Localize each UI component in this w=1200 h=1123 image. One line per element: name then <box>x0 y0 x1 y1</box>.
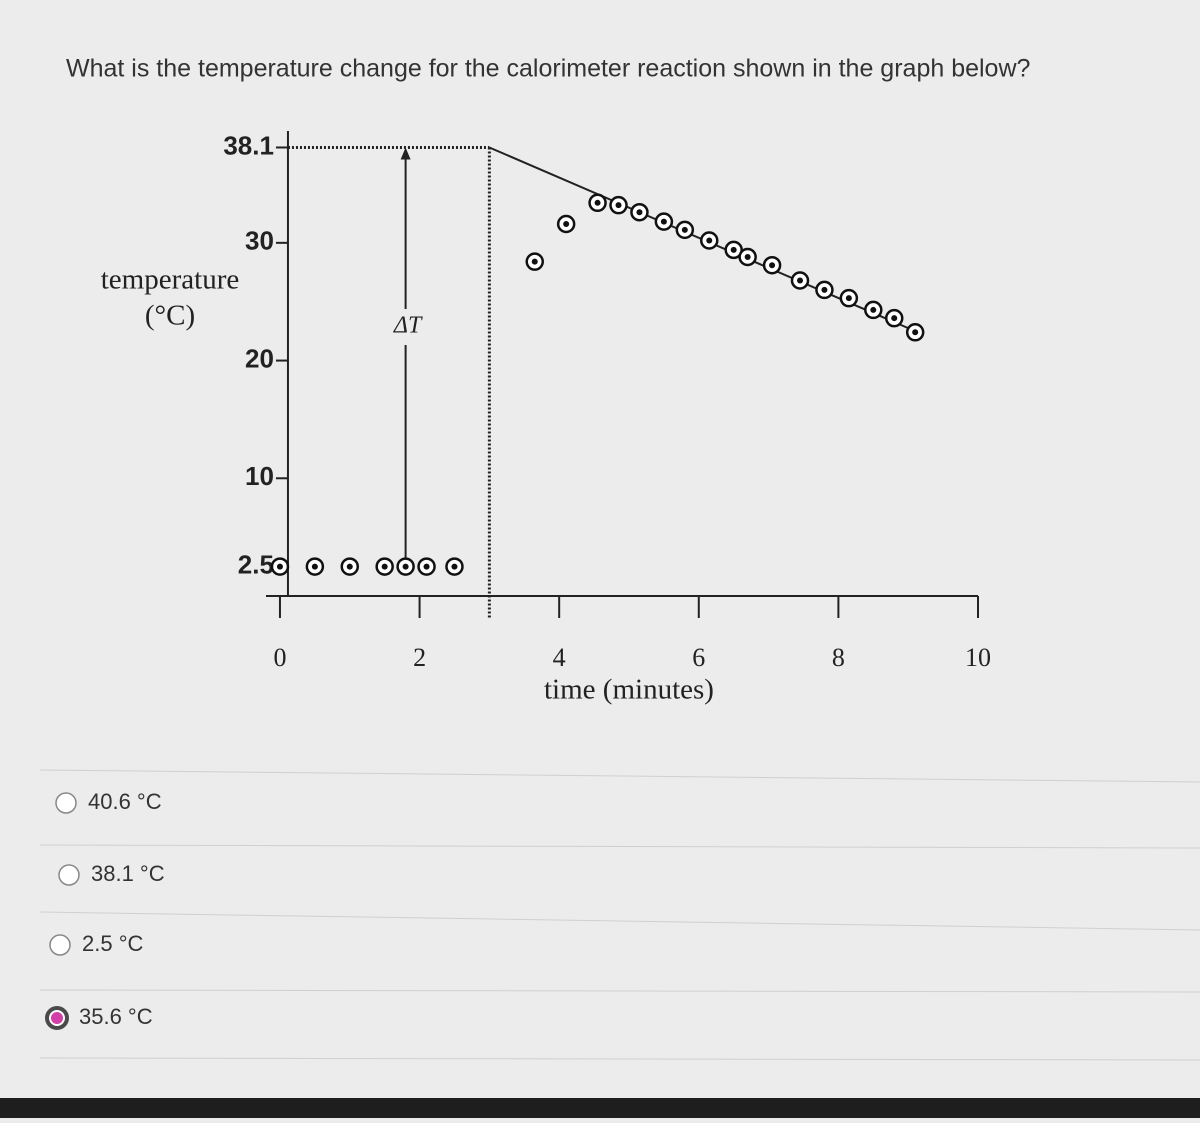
point-center <box>912 329 919 336</box>
point-center <box>563 221 570 227</box>
x-axis-label: time (minutes) <box>544 674 714 706</box>
y-tick-label: 10 <box>245 461 274 491</box>
point-center <box>423 563 430 570</box>
option-label[interactable]: 40.6 °C <box>88 789 162 814</box>
point-center <box>276 563 283 570</box>
separator <box>39 844 1200 849</box>
y-axis-label: (°C) <box>145 300 195 332</box>
x-tick-label: 0 <box>273 643 286 672</box>
separator <box>39 1057 1200 1061</box>
point-center <box>870 306 877 313</box>
point-center <box>797 277 803 284</box>
point-center <box>730 246 737 253</box>
point-center <box>706 237 713 244</box>
point-center <box>346 563 353 570</box>
option-label[interactable]: 2.5 °C <box>82 931 143 956</box>
point-center <box>594 199 601 206</box>
separator <box>39 769 1200 783</box>
radio-button[interactable] <box>58 864 80 886</box>
point-center <box>636 209 643 216</box>
x-tick-label: 6 <box>692 643 705 672</box>
radio-button[interactable] <box>49 934 71 956</box>
point-center <box>451 563 458 570</box>
point-center <box>381 563 388 570</box>
point-center <box>821 286 828 293</box>
radio-dot <box>51 1012 63 1024</box>
question: What is the temperature change for the c… <box>66 55 1030 83</box>
label-bg <box>381 309 430 346</box>
point-center <box>531 258 538 265</box>
x-tick-label: 10 <box>965 643 991 672</box>
point-center <box>744 253 751 260</box>
option-label[interactable]: 38.1 °C <box>91 861 165 886</box>
options: 40.6 °C 38.1 °C 2.5 °C 35.6 °C <box>45 789 165 1030</box>
point-center <box>845 295 852 302</box>
y-tick-label: 20 <box>245 343 274 373</box>
separator <box>39 989 1200 993</box>
y-tick-label: 30 <box>245 226 274 256</box>
point-center <box>891 315 898 322</box>
bottom-bar <box>0 1098 1200 1118</box>
point-center <box>681 226 688 233</box>
separator <box>39 911 1200 931</box>
point-center <box>311 563 318 570</box>
arrow-head <box>400 147 411 160</box>
point-center <box>769 262 776 269</box>
y-tick-label: 2.5 <box>238 549 274 579</box>
delta-t-label: ΔT <box>393 313 423 339</box>
x-tick-label: 2 <box>413 643 426 672</box>
option-label[interactable]: 35.6 °C <box>79 1004 153 1029</box>
point-center <box>402 563 409 570</box>
x-tick-label: 4 <box>553 643 566 672</box>
point-center <box>660 218 667 225</box>
radio-button[interactable] <box>55 792 77 814</box>
y-tick-label: 38.1 <box>223 130 274 160</box>
chart: 38.1 30 20 10 2.5 0 2 4 6 8 10 temperature (°C) time … <box>101 130 991 705</box>
y-axis-label: temperature <box>101 264 239 296</box>
x-tick-label: 8 <box>832 643 845 672</box>
point-center <box>615 202 622 209</box>
